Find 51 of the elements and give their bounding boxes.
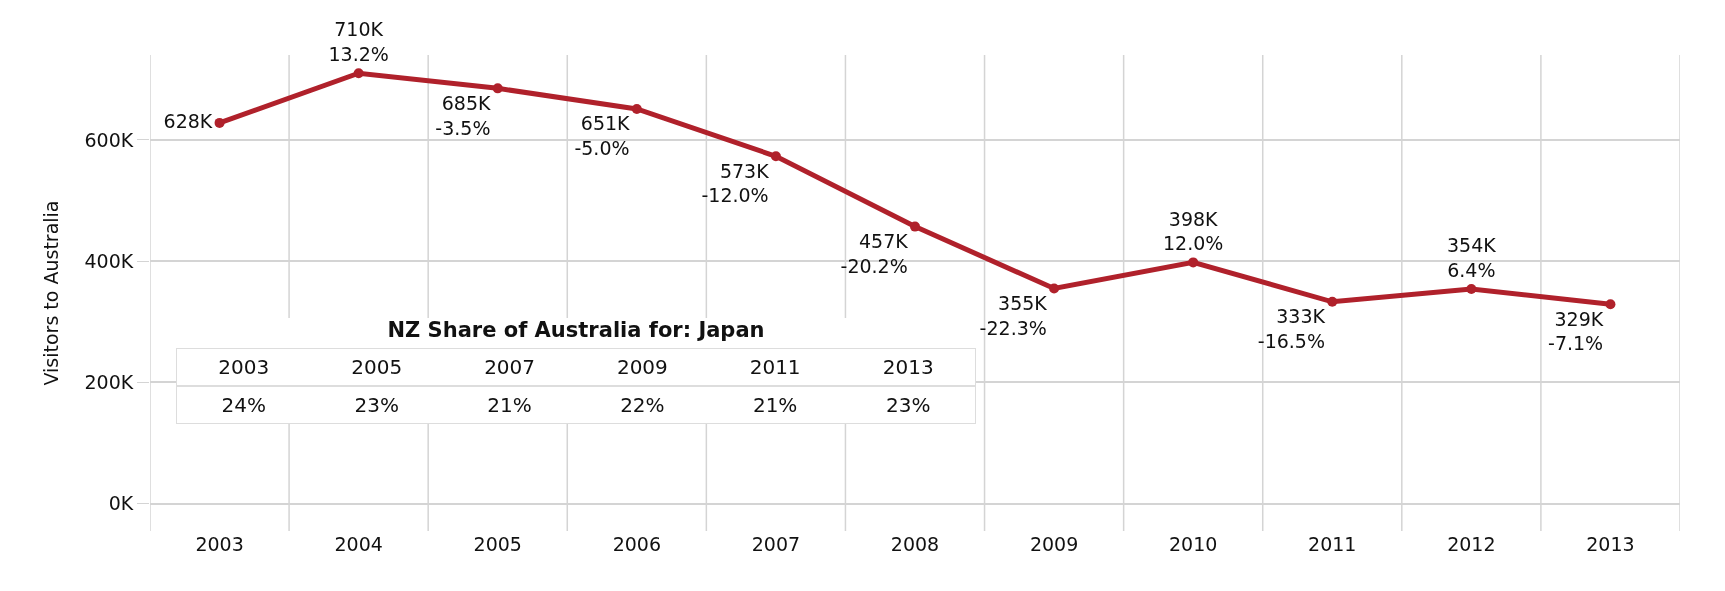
text: 628K bbox=[163, 109, 213, 132]
x-tick-label: 2008 bbox=[890, 533, 940, 555]
x-tick-label: 2005 bbox=[473, 533, 522, 555]
annotation: 2013 bbox=[841, 348, 976, 386]
point bbox=[1188, 257, 1199, 268]
text: 329K -7.1% bbox=[1548, 307, 1604, 355]
x-tick-label: 2004 bbox=[334, 533, 383, 555]
point bbox=[631, 103, 642, 114]
annotation: 2007 bbox=[443, 348, 576, 386]
point bbox=[770, 151, 781, 162]
x-tick-label: 2012 bbox=[1447, 533, 1496, 555]
annotation: NZ Share of Australia for: Japan bbox=[386, 318, 766, 342]
x-tick-label: 2006 bbox=[612, 533, 661, 555]
point bbox=[492, 83, 503, 94]
text: 685K -3.5% bbox=[435, 91, 491, 139]
y-axis-title: Visitors to Australia bbox=[40, 200, 63, 386]
annotation: 22% bbox=[619, 392, 666, 419]
text: 355K -22.3% bbox=[979, 291, 1047, 339]
text: 333K -16.5% bbox=[1257, 305, 1326, 352]
point bbox=[1466, 284, 1477, 295]
annotation: 24% bbox=[220, 392, 267, 419]
annotation: 23% bbox=[353, 392, 400, 419]
y-tick-label: 200K bbox=[84, 371, 134, 394]
annotation: 21% bbox=[751, 392, 799, 419]
point bbox=[353, 68, 364, 79]
annotation: 2003 bbox=[176, 348, 311, 386]
x-tick-label: 2007 bbox=[751, 533, 801, 555]
point bbox=[214, 117, 225, 128]
x-tick-label: 2011 bbox=[1308, 533, 1357, 555]
text: 457K -20.2% bbox=[840, 230, 908, 277]
y-tick-label: 400K bbox=[84, 249, 134, 272]
y-tick-label: 0K bbox=[108, 492, 134, 515]
x-tick-label: 2009 bbox=[1029, 533, 1079, 555]
text: 573K -12.0% bbox=[701, 159, 769, 207]
x-tick-label: 2003 bbox=[195, 533, 244, 555]
x-tick-label: 2010 bbox=[1169, 533, 1218, 555]
point bbox=[910, 221, 920, 232]
text: 398K 12.0% bbox=[1163, 207, 1224, 255]
point bbox=[1605, 299, 1616, 310]
text: 354K 6.4% bbox=[1446, 234, 1496, 282]
annotation: 2009 bbox=[575, 348, 709, 386]
point bbox=[1327, 296, 1338, 307]
point bbox=[1049, 283, 1060, 294]
text: 710K 13.2% bbox=[328, 18, 389, 66]
annotation: 2005 bbox=[310, 348, 444, 386]
annotation: 2011 bbox=[708, 348, 842, 386]
y-tick-label: 600K bbox=[84, 128, 134, 151]
annotation: 23% bbox=[885, 392, 932, 419]
x-tick-label: 2013 bbox=[1586, 533, 1635, 555]
annotation: 21% bbox=[486, 392, 533, 419]
text: 651K -5.0% bbox=[574, 112, 630, 160]
